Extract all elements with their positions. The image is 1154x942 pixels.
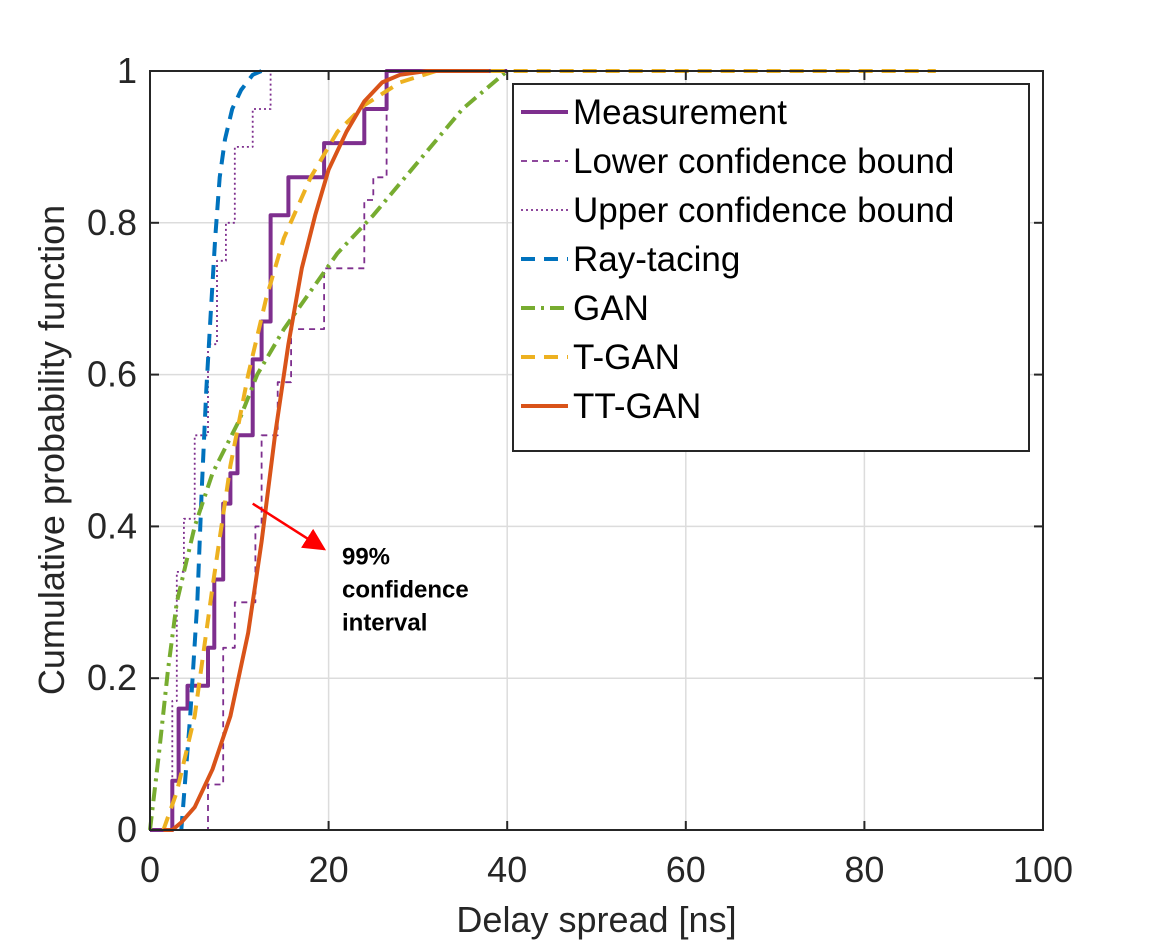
y-tick-label: 0 xyxy=(117,809,137,850)
x-tick-label: 100 xyxy=(1013,849,1073,890)
legend: Measurement Lower confidence bound Upper c… xyxy=(512,83,1030,452)
series-line-upper-confidence-bound xyxy=(150,70,508,831)
y-tick-label: 0.6 xyxy=(87,354,137,395)
series-line-ray-tacing xyxy=(179,69,263,831)
y-tick-label: 1 xyxy=(117,50,137,91)
annotation-text: interval xyxy=(342,609,427,636)
y-tick-label: 0.2 xyxy=(87,657,137,698)
ticks: 0 20 40 60 80 100 0 0.2 0.4 0.6 0.8 1 xyxy=(87,50,1073,890)
x-tick-label: 40 xyxy=(487,849,527,890)
x-tick-label: 0 xyxy=(140,849,160,890)
legend-label: TT-GAN xyxy=(573,387,701,426)
legend-label: T-GAN xyxy=(573,338,680,377)
legend-label: GAN xyxy=(573,289,649,328)
x-axis-label: Delay spread [ns] xyxy=(456,899,736,940)
annotation-text: confidence xyxy=(342,576,469,603)
y-tick-label: 0.8 xyxy=(87,202,137,243)
legend-label: Upper confidence bound xyxy=(573,191,954,230)
annotation-text: 99% xyxy=(342,543,390,570)
legend-box xyxy=(512,83,1030,452)
series-line-tt-gan xyxy=(163,69,490,832)
plot-frame xyxy=(149,70,1044,831)
legend-label: Lower confidence bound xyxy=(573,142,954,181)
annotation-arrow xyxy=(252,502,327,551)
legend-label: Measurement xyxy=(573,93,787,132)
legend-label: Ray-tacing xyxy=(573,240,740,279)
series-layer xyxy=(148,69,936,832)
x-tick-label: 60 xyxy=(666,849,706,890)
series-line-gan xyxy=(148,69,509,831)
x-tick-label: 80 xyxy=(844,849,884,890)
y-tick-label: 0.4 xyxy=(87,505,137,546)
y-axis-label: Cumulative probability function xyxy=(31,205,72,695)
series-line-measurement xyxy=(150,69,508,832)
series-line-lower-confidence-bound xyxy=(150,70,508,831)
annotation: 99% confidence interval xyxy=(252,502,469,636)
x-tick-label: 20 xyxy=(309,849,349,890)
